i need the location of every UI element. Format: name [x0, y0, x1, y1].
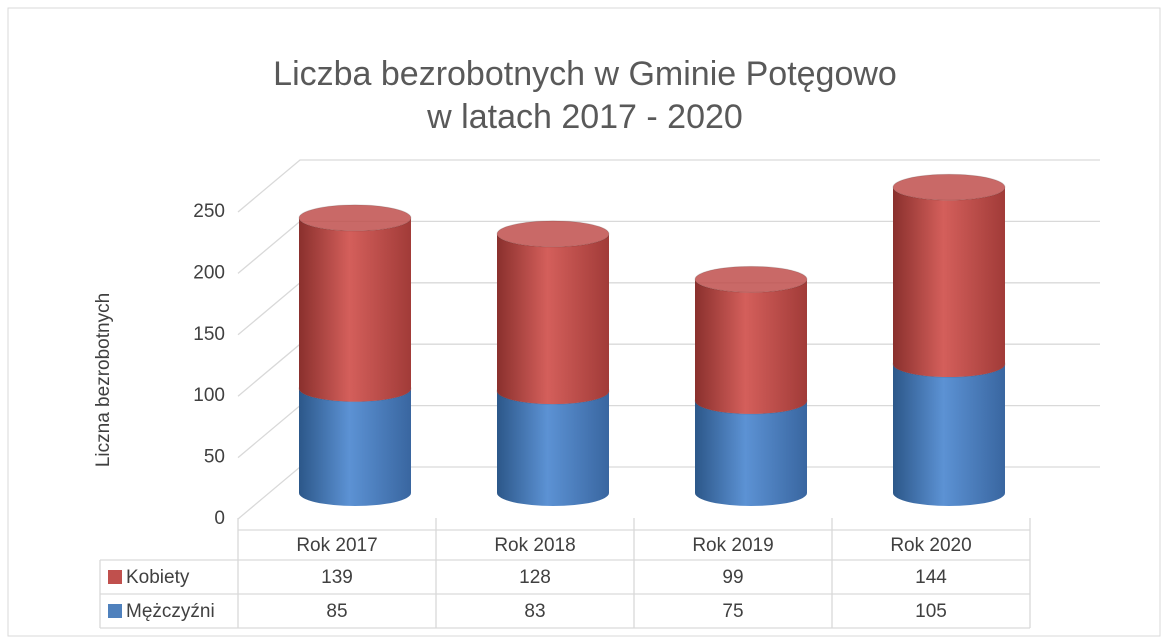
- y-tick-label: 200: [193, 262, 225, 283]
- x-tick-label: Rok 2017: [296, 535, 377, 556]
- table-value: 85: [326, 601, 347, 622]
- cylinder-cap: [496, 220, 610, 248]
- legend-label: Mężczyźni: [126, 601, 215, 622]
- y-tick-label: 0: [214, 508, 225, 529]
- cylinder-segment: [497, 391, 609, 506]
- x-tick-label: Rok 2019: [692, 535, 773, 556]
- legend-key: [108, 604, 122, 618]
- legend-key: [108, 570, 122, 584]
- y-tick-label: 150: [193, 324, 225, 345]
- cylinder-segment: [695, 400, 807, 506]
- cylinder-segment: [893, 364, 1005, 506]
- cylinder-segment: [893, 187, 1005, 378]
- data-table: Rok 2017 Rok 2018 Rok 2019 Rok 2020 Kobiety 1…: [99, 518, 1031, 629]
- x-tick-label: Rok 2018: [494, 535, 575, 556]
- cylinder-segment: [695, 279, 807, 414]
- cylinder-segment: [299, 217, 411, 402]
- chart-title: Liczba bezrobotnych w Gminie Potęgowo: [273, 55, 897, 93]
- table-value: 83: [524, 601, 545, 622]
- bars: [298, 173, 1006, 506]
- table-value: 75: [722, 601, 743, 622]
- cylinder-cap: [892, 173, 1006, 201]
- table-value: 105: [915, 601, 947, 622]
- cylinder-segment: [299, 388, 411, 506]
- legend-label: Kobiety: [126, 567, 190, 588]
- cylinder-cap: [298, 204, 412, 232]
- chart-subtitle: w latach 2017 - 2020: [426, 98, 743, 136]
- y-tick-label: 50: [204, 447, 225, 468]
- table-value: 144: [915, 567, 947, 588]
- cylinder-segment: [497, 233, 609, 405]
- cylinder-cap: [694, 265, 808, 293]
- y-tick-label: 250: [193, 201, 225, 222]
- grid-line: [237, 159, 1100, 213]
- y-axis-label: Liczna bezrobotnych: [93, 293, 114, 467]
- x-tick-label: Rok 2020: [890, 535, 971, 556]
- table-value: 99: [722, 567, 743, 588]
- table-value: 128: [519, 567, 551, 588]
- y-tick-label: 100: [193, 385, 225, 406]
- table-value: 139: [321, 567, 353, 588]
